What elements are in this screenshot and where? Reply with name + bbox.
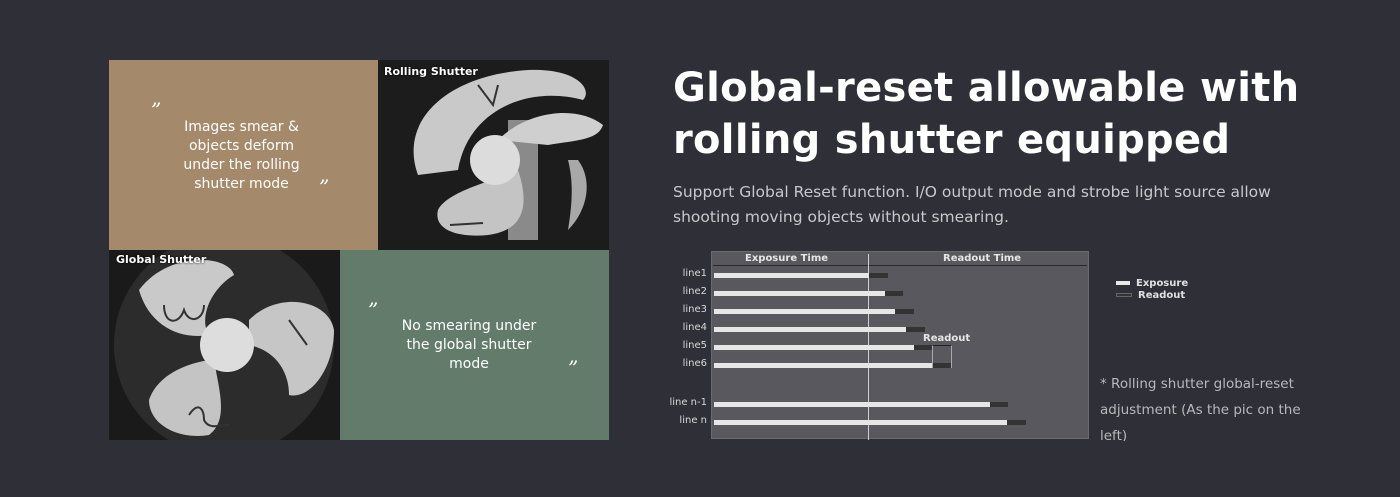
description: Support Global Reset function. I/O outpu… [673, 183, 1271, 226]
legend: Exposure Readout [1116, 278, 1188, 302]
row-label: line2 [682, 286, 707, 297]
readout-bar [906, 327, 925, 332]
global-text-panel: ” No smearing under the global shutter m… [340, 250, 609, 440]
legend-item-readout: Readout [1116, 290, 1188, 302]
rolling-text: Images smear & objects deform under the … [183, 119, 300, 192]
readout-timing-diagram: Exposure Time Readout Time Readout [711, 251, 1089, 440]
exposure-bar [714, 309, 896, 314]
page-heading: Global-reset allowable with rolling shut… [673, 65, 1300, 163]
readout-swatch [1116, 293, 1132, 297]
global-text: No smearing under the global shutter mod… [401, 318, 537, 372]
exposure-time-header: Exposure Time [745, 253, 829, 264]
readout-bar [913, 345, 933, 350]
readout-bar [989, 402, 1009, 407]
readout-bar [884, 291, 904, 296]
row-label: line4 [682, 322, 707, 333]
fan-rolling-image [413, 69, 603, 240]
exposure-bar [714, 327, 907, 332]
exposure-bar [714, 420, 1007, 425]
global-shutter-label: Global Shutter [116, 253, 207, 266]
legend-label: Readout [1138, 290, 1186, 301]
readout-bar [932, 363, 952, 368]
readout-bracket [932, 345, 952, 368]
exposure-bar [714, 345, 914, 350]
quote-close-mark: ” [319, 175, 330, 199]
rolling-shutter-photo: Rolling Shutter [378, 60, 609, 250]
exposure-bar [714, 273, 869, 278]
rolling-text-panel: ” Images smear & objects deform under th… [109, 60, 378, 250]
exposure-bar [714, 291, 885, 296]
legend-label: Exposure [1136, 278, 1189, 289]
global-shutter-photo: Global Shutter [109, 250, 340, 440]
legend-item-exposure: Exposure [1116, 278, 1188, 290]
row-label: line n-1 [669, 397, 707, 408]
readout-bar [869, 273, 888, 278]
row-label: line3 [682, 304, 707, 315]
exposure-swatch [1116, 281, 1130, 285]
rolling-shutter-label: Rolling Shutter [384, 65, 478, 78]
readout-bar [895, 309, 914, 314]
footnote: * Rolling shutter global-reset adjustmen… [1100, 376, 1301, 441]
quote-open-mark: ” [368, 298, 379, 322]
quote-close-mark: ” [568, 356, 579, 380]
exposure-bar [714, 402, 990, 407]
row-label: line1 [682, 268, 707, 279]
readout-time-header: Readout Time [943, 253, 1022, 264]
readout-bar [1006, 420, 1026, 425]
readout-annotation: Readout [923, 333, 971, 344]
quote-open-mark: ” [151, 98, 162, 122]
row-label: line6 [682, 358, 707, 369]
row-label: line5 [682, 340, 707, 351]
header-rule [713, 265, 1087, 266]
row-label: line n [679, 415, 707, 426]
fan-global-image [114, 250, 334, 440]
exposure-bar [714, 363, 933, 368]
